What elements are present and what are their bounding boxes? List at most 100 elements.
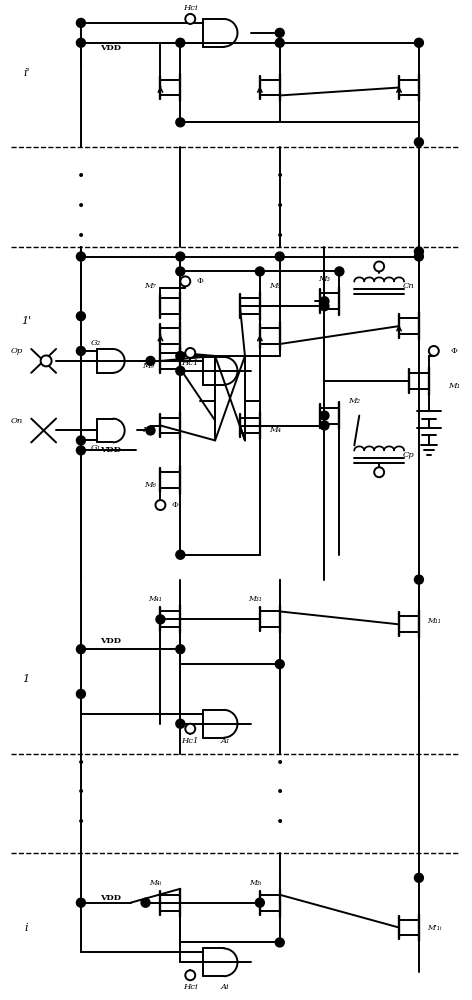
- Circle shape: [320, 302, 329, 311]
- Text: •: •: [276, 816, 284, 830]
- Circle shape: [255, 898, 264, 907]
- Text: M₁: M₁: [448, 382, 460, 390]
- Circle shape: [76, 898, 85, 907]
- Circle shape: [176, 252, 185, 261]
- Circle shape: [41, 355, 51, 366]
- Text: VDD: VDD: [100, 637, 121, 645]
- Text: M₁₁: M₁₁: [427, 617, 441, 625]
- Text: G₁: G₁: [91, 444, 101, 452]
- Circle shape: [176, 719, 185, 728]
- Text: VDD: VDD: [100, 894, 121, 902]
- Circle shape: [429, 346, 439, 356]
- Circle shape: [176, 351, 185, 360]
- Circle shape: [76, 446, 85, 455]
- Circle shape: [76, 436, 85, 445]
- Text: Hci: Hci: [183, 4, 198, 12]
- Text: Hc1: Hc1: [182, 359, 199, 367]
- Text: VDD: VDD: [100, 44, 121, 52]
- Text: •: •: [77, 816, 85, 830]
- Circle shape: [275, 38, 284, 47]
- Text: i': i': [23, 68, 29, 78]
- Circle shape: [176, 645, 185, 654]
- Text: •: •: [276, 757, 284, 771]
- Circle shape: [76, 689, 85, 698]
- Circle shape: [76, 252, 85, 261]
- Circle shape: [414, 873, 423, 882]
- Text: Cn: Cn: [403, 282, 415, 290]
- Circle shape: [320, 421, 329, 430]
- Circle shape: [185, 724, 195, 734]
- Text: A₁: A₁: [220, 737, 230, 745]
- Text: M₄ᵢ: M₄ᵢ: [149, 879, 161, 887]
- Text: M₃₁: M₃₁: [248, 595, 262, 603]
- Text: •: •: [276, 786, 284, 800]
- Text: M₇: M₇: [144, 282, 157, 290]
- Circle shape: [374, 467, 384, 477]
- Text: M₆: M₆: [144, 481, 157, 489]
- Text: •: •: [77, 200, 85, 214]
- Circle shape: [275, 28, 284, 37]
- Text: M₉: M₉: [143, 362, 154, 370]
- Circle shape: [176, 118, 185, 127]
- Circle shape: [335, 267, 344, 276]
- Circle shape: [176, 267, 185, 276]
- Circle shape: [176, 366, 185, 375]
- Circle shape: [185, 348, 195, 358]
- Circle shape: [414, 138, 423, 147]
- Circle shape: [146, 426, 155, 435]
- Text: Φ: Φ: [172, 501, 179, 509]
- Circle shape: [141, 898, 150, 907]
- Circle shape: [180, 276, 190, 286]
- Text: Hc1: Hc1: [182, 737, 199, 745]
- Circle shape: [76, 346, 85, 355]
- Circle shape: [275, 252, 284, 261]
- Text: Op: Op: [10, 347, 23, 355]
- Circle shape: [146, 356, 155, 365]
- Text: i: i: [25, 923, 28, 933]
- Text: M₂: M₂: [348, 397, 360, 405]
- Text: •: •: [77, 786, 85, 800]
- Text: 1: 1: [23, 674, 30, 684]
- Circle shape: [76, 645, 85, 654]
- Text: •: •: [276, 200, 284, 214]
- Text: Ai: Ai: [221, 983, 229, 991]
- Circle shape: [320, 297, 329, 306]
- Text: M₈: M₈: [143, 426, 154, 434]
- Text: M₃ᵢ: M₃ᵢ: [249, 879, 261, 887]
- Text: M₃: M₃: [319, 275, 330, 283]
- Circle shape: [156, 615, 165, 624]
- Circle shape: [185, 970, 195, 980]
- Text: •: •: [276, 170, 284, 184]
- Text: 1': 1': [21, 316, 31, 326]
- Text: Hci: Hci: [183, 983, 198, 991]
- Text: Φ: Φ: [450, 347, 457, 355]
- Circle shape: [76, 312, 85, 321]
- Circle shape: [414, 247, 423, 256]
- Circle shape: [76, 18, 85, 27]
- Circle shape: [176, 550, 185, 559]
- Text: •: •: [77, 170, 85, 184]
- Text: M₅: M₅: [269, 282, 281, 290]
- Text: On: On: [10, 417, 23, 425]
- Text: •: •: [276, 230, 284, 244]
- Circle shape: [275, 660, 284, 669]
- Text: •: •: [77, 757, 85, 771]
- Circle shape: [374, 261, 384, 271]
- Text: M₄: M₄: [269, 426, 281, 434]
- Text: •: •: [77, 230, 85, 244]
- Circle shape: [176, 38, 185, 47]
- Circle shape: [414, 252, 423, 261]
- Text: Cp: Cp: [403, 451, 415, 459]
- Circle shape: [320, 411, 329, 420]
- Text: G₂: G₂: [91, 339, 101, 347]
- Circle shape: [414, 575, 423, 584]
- Circle shape: [185, 14, 195, 24]
- Text: M₄₁: M₄₁: [149, 595, 162, 603]
- Text: M'₁ᵢ: M'₁ᵢ: [427, 924, 441, 932]
- Circle shape: [76, 38, 85, 47]
- Text: Φ: Φ: [197, 277, 203, 285]
- Circle shape: [275, 938, 284, 947]
- Circle shape: [155, 500, 165, 510]
- Text: VDD: VDD: [100, 446, 121, 454]
- Circle shape: [255, 267, 264, 276]
